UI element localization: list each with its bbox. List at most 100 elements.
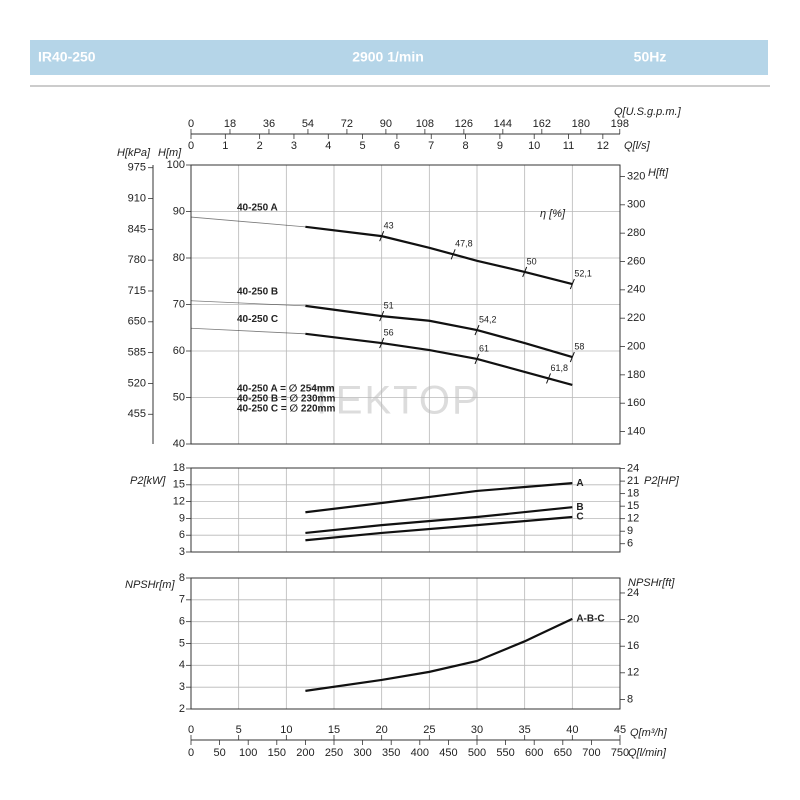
y3-tick-label: 520	[128, 377, 146, 389]
y3-tick-label: 455	[128, 408, 146, 420]
efficiency-label: 61	[479, 343, 489, 353]
y2-tick-label: 300	[627, 199, 645, 211]
curve-label: 40-250 B	[237, 286, 278, 297]
x-tick-label: 550	[496, 747, 514, 759]
y-tick-label: 3	[179, 681, 185, 693]
y2-tick-label: 24	[627, 462, 639, 474]
x-tick-label: 0	[188, 140, 194, 152]
y-tick-label: 8	[179, 572, 185, 584]
axis-label: H[kPa]	[117, 147, 151, 159]
curve-label: 40-250 A	[237, 203, 278, 214]
x-tick-label: 180	[572, 118, 590, 130]
y2-tick-label: 220	[627, 312, 645, 324]
y3-tick-label: 585	[128, 347, 146, 359]
axis-label: Q[l/min]	[628, 747, 667, 759]
efficiency-tick	[474, 353, 480, 365]
x-tick-label: 126	[455, 118, 473, 130]
axis-label: Q[l/s]	[624, 140, 651, 152]
x-tick-label: 198	[611, 118, 629, 130]
x-tick-label: 200	[296, 747, 314, 759]
x-tick-label: 450	[439, 747, 457, 759]
x-tick-label: 50	[213, 747, 225, 759]
x-tick-label: 650	[554, 747, 572, 759]
impeller-note: 40-250 B = ∅ 230mm	[237, 394, 335, 405]
y2-tick-label: 24	[627, 587, 639, 599]
curve	[305, 304, 573, 359]
axis-label: NPSHr[m]	[125, 579, 175, 591]
impeller-note: 40-250 A = ∅ 254mm	[237, 384, 335, 395]
y2-tick-label: 18	[627, 488, 639, 500]
efficiency-tick	[379, 337, 385, 349]
efficiency-tick	[546, 373, 551, 384]
x-tick-label: 5	[360, 140, 366, 152]
y-tick-label: 7	[179, 594, 185, 606]
model: IR40-250	[38, 49, 96, 65]
curve	[305, 617, 573, 692]
plot-frame	[190, 164, 621, 445]
y-tick-label: 9	[179, 512, 185, 524]
y2-tick-label: 160	[627, 397, 645, 409]
y-tick-label: 80	[173, 252, 185, 264]
y2-tick-label: 16	[627, 640, 639, 652]
curve-label: A-B-C	[576, 613, 604, 624]
x-tick-label: 18	[224, 118, 236, 130]
x-tick-label: 7	[428, 140, 434, 152]
x-tick-label: 25	[423, 724, 435, 736]
curve	[305, 332, 573, 387]
y-tick-label: 2	[179, 703, 185, 715]
y2-tick-label: 200	[627, 340, 645, 352]
x-tick-label: 700	[582, 747, 600, 759]
axis-label: H[ft]	[648, 167, 669, 179]
curve	[305, 506, 573, 535]
x-tick-label: 20	[376, 724, 388, 736]
y2-tick-label: 15	[627, 500, 639, 512]
y-tick-label: 6	[179, 616, 185, 628]
efficiency-tick	[569, 351, 575, 363]
curve-shutoff	[190, 327, 306, 335]
impeller-note: 40-250 C = ∅ 220mm	[237, 404, 335, 415]
x-tick-label: 9	[497, 140, 503, 152]
y2-tick-label: 320	[627, 170, 645, 182]
x-tick-label: 350	[382, 747, 400, 759]
y2-tick-label: 280	[627, 227, 645, 239]
x-tick-label: 1	[222, 140, 228, 152]
x-tick-label: 5	[236, 724, 242, 736]
plot-frame	[190, 467, 621, 553]
x-tick-label: 6	[394, 140, 400, 152]
x-tick-label: 0	[188, 747, 194, 759]
x-tick-label: 90	[380, 118, 392, 130]
y3-tick-label: 910	[128, 192, 146, 204]
y-tick-label: 12	[173, 496, 185, 508]
efficiency-label: 58	[574, 341, 584, 351]
x-tick-label: 108	[416, 118, 434, 130]
efficiency-label: 47,8	[455, 239, 473, 249]
y2-tick-label: 6	[627, 538, 633, 550]
y2-tick-label: 9	[627, 525, 633, 537]
x-tick-label: 45	[614, 724, 626, 736]
y3-tick-label: 845	[128, 223, 146, 235]
axis-label: Q[m³/h]	[630, 727, 668, 739]
y-tick-label: 6	[179, 529, 185, 541]
efficiency-title: η [%]	[540, 208, 566, 220]
axis-label: H[m]	[158, 147, 182, 159]
y-tick-label: 100	[167, 159, 185, 171]
x-tick-label: 162	[533, 118, 551, 130]
y-tick-label: 60	[173, 345, 185, 357]
x-tick-label: 144	[494, 118, 512, 130]
x-tick-label: 150	[268, 747, 286, 759]
x-tick-label: 0	[188, 118, 194, 130]
curve-label: A	[576, 478, 583, 489]
x-tick-label: 8	[462, 140, 468, 152]
curve	[305, 515, 573, 542]
axis-label: Q[U.S.g.p.m.]	[614, 106, 682, 118]
curve-label: B	[576, 502, 583, 513]
y2-tick-label: 12	[627, 667, 639, 679]
y-tick-label: 50	[173, 391, 185, 403]
y2-tick-label: 260	[627, 255, 645, 267]
watermark: TEKTOP	[309, 379, 480, 423]
efficiency-tick	[450, 249, 456, 260]
y-tick-label: 15	[173, 479, 185, 491]
curve-shutoff	[190, 300, 306, 307]
frequency: 50Hz	[634, 49, 667, 65]
y-tick-label: 70	[173, 298, 185, 310]
